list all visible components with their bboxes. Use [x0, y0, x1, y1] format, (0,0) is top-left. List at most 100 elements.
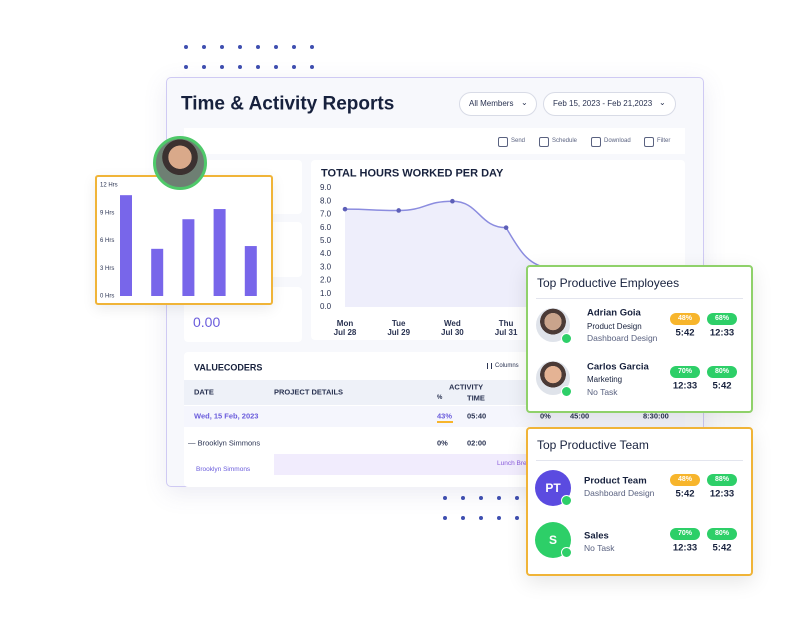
decor-dot	[202, 65, 206, 69]
table-subheader: TIME	[467, 393, 485, 403]
bar	[244, 246, 257, 296]
table-subheader: %	[437, 395, 443, 401]
table-cell: 0%	[540, 411, 551, 421]
columns-button[interactable]: Columns	[495, 363, 519, 369]
percent-badge: 70%	[670, 528, 700, 540]
team-task: No Task	[584, 542, 615, 553]
employee-name: Carlos Garcia	[587, 361, 649, 373]
time-value: 12:33	[709, 327, 735, 339]
user-avatar	[153, 136, 207, 190]
y-tick-label: 7.0	[320, 210, 332, 219]
team-name: Product Team	[584, 475, 647, 487]
y-tick-label: 6.0	[320, 223, 332, 232]
decor-dot	[238, 45, 242, 49]
x-tick-date: Jul 30	[441, 328, 464, 337]
time-value: 5:42	[712, 380, 732, 392]
members-dropdown-label[interactable]: All Members	[469, 99, 514, 108]
bar-chart: 0 Hrs 3 Hrs 6 Hrs 9 Hrs 12 Hrs	[100, 183, 257, 300]
decor-dot	[443, 496, 447, 500]
x-tick-date: Jul 29	[387, 328, 410, 337]
table-cell: 8:30:00	[643, 411, 669, 421]
table-cell: 0%	[437, 438, 448, 448]
columns-icon	[487, 363, 492, 369]
divider	[536, 460, 743, 461]
toolbar-button[interactable]: Filter	[657, 138, 671, 144]
online-dot	[561, 495, 572, 506]
time-value: 12:33	[672, 380, 698, 392]
time-value: 12:33	[672, 542, 698, 554]
team-task: Dashboard Design	[584, 487, 655, 498]
decor-dot	[292, 45, 296, 49]
table-title: VALUECODERS	[194, 362, 263, 373]
date-dropdown[interactable]	[543, 92, 676, 116]
y-tick-label: 1.0	[320, 289, 332, 298]
x-tick-label: Mon	[337, 319, 354, 328]
x-tick-label: Wed	[444, 319, 461, 328]
area	[345, 201, 547, 307]
toolbar-button[interactable]: Send	[511, 138, 526, 144]
team-title: Top Productive Team	[537, 438, 649, 452]
employees-title: Top Productive Employees	[537, 276, 680, 290]
online-dot	[561, 386, 572, 397]
table-cell: Wed, 15 Feb, 2023	[194, 411, 259, 421]
table-cell: 45:00	[570, 411, 590, 421]
report-title: Time & Activity Reports	[181, 93, 395, 115]
decor-dot	[515, 516, 519, 520]
table-cell: 05:40	[467, 411, 487, 421]
toolbar-icon	[644, 137, 654, 147]
date-caret: ⌄	[659, 98, 666, 107]
table-cell: Brooklyn Simmons	[196, 465, 251, 473]
x-tick-date: Jul 28	[334, 328, 357, 337]
team-name: Sales	[584, 530, 609, 542]
x-tick-label: Tue	[392, 319, 406, 328]
employee-name: Adrian Goia	[587, 307, 641, 319]
employee-role: Marketing	[587, 375, 623, 384]
percent-badge: 68%	[707, 313, 737, 325]
toolbar	[184, 128, 685, 154]
table-header-cell: DATE	[194, 387, 214, 397]
toolbar-button[interactable]: Schedule	[552, 138, 578, 144]
break-bar	[274, 454, 534, 475]
x-tick-label: Thu	[499, 319, 514, 328]
members-dropdown[interactable]	[459, 92, 537, 116]
decor-dot	[256, 45, 260, 49]
point	[342, 206, 348, 212]
time-value: 5:42	[712, 542, 732, 554]
y-tick-label: 12 Hrs	[100, 183, 118, 189]
percent-badge: 88%	[707, 474, 737, 486]
decor-dot	[238, 65, 242, 69]
online-dot	[561, 333, 572, 344]
table-cell: 43%	[437, 411, 453, 421]
bar	[120, 195, 132, 296]
decor-dot	[220, 45, 224, 49]
y-tick-label: 0 Hrs	[100, 294, 114, 300]
table-header-cell: ACTIVITY	[449, 382, 484, 392]
decor-dot	[274, 65, 278, 69]
y-tick-label: 8.0	[320, 196, 332, 205]
time-value: 12:33	[709, 488, 735, 500]
table-cell: 02:00	[467, 438, 487, 448]
decor-dot	[479, 496, 483, 500]
date-dropdown-label[interactable]: Feb 15, 2023 - Feb 21,2023	[553, 99, 653, 108]
table-cell: — Brooklyn Simmons	[188, 438, 261, 448]
point	[396, 208, 401, 213]
percent-badge: 48%	[670, 474, 700, 486]
divider	[536, 298, 743, 299]
decor-dot	[184, 45, 188, 49]
decor-dot	[274, 45, 278, 49]
time-value: 5:42	[675, 327, 695, 339]
y-tick-label: 6 Hrs	[100, 238, 114, 244]
toolbar-icon	[498, 137, 508, 147]
table-cell: Lunch Break	[497, 459, 534, 467]
decor-dot	[515, 496, 519, 500]
toolbar-icon	[591, 137, 601, 147]
decor-dot	[461, 496, 465, 500]
y-tick-label: 9.0	[320, 183, 332, 192]
toolbar-button[interactable]: Download	[604, 138, 631, 144]
summary-value: 0.00	[193, 314, 221, 330]
toolbar-icon	[539, 137, 549, 147]
decor-dot	[220, 65, 224, 69]
y-tick-label: 0.0	[320, 302, 332, 311]
